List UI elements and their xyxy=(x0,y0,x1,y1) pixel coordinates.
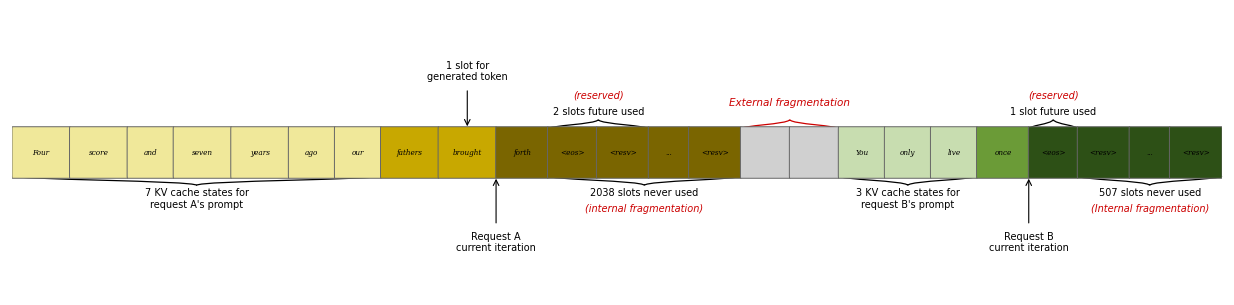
Text: Request B
current iteration: Request B current iteration xyxy=(988,231,1069,253)
FancyBboxPatch shape xyxy=(334,127,381,178)
FancyBboxPatch shape xyxy=(838,127,885,178)
Text: <resv>: <resv> xyxy=(1182,149,1209,156)
FancyBboxPatch shape xyxy=(885,127,932,178)
FancyBboxPatch shape xyxy=(496,127,548,178)
Text: once: once xyxy=(995,149,1012,156)
FancyBboxPatch shape xyxy=(596,127,649,178)
Text: (reserved): (reserved) xyxy=(1028,91,1079,101)
Text: (reserved): (reserved) xyxy=(573,91,623,101)
Text: ...: ... xyxy=(1146,149,1153,156)
FancyBboxPatch shape xyxy=(1170,127,1222,178)
FancyBboxPatch shape xyxy=(1028,127,1079,178)
Text: 507 slots never used: 507 slots never used xyxy=(1098,188,1201,198)
FancyBboxPatch shape xyxy=(127,127,174,178)
Text: External fragmentation: External fragmentation xyxy=(729,98,850,108)
Text: Four: Four xyxy=(32,149,49,156)
Text: seven: seven xyxy=(191,149,213,156)
FancyBboxPatch shape xyxy=(689,127,742,178)
Text: 1 slot future used: 1 slot future used xyxy=(1011,107,1096,117)
FancyBboxPatch shape xyxy=(1077,127,1130,178)
FancyBboxPatch shape xyxy=(976,127,1029,178)
Text: years: years xyxy=(251,149,270,156)
Text: <eos>: <eos> xyxy=(1041,149,1065,156)
Text: <resv>: <resv> xyxy=(608,149,637,156)
FancyBboxPatch shape xyxy=(438,127,496,178)
Text: 2 slots future used: 2 slots future used xyxy=(553,107,644,117)
FancyBboxPatch shape xyxy=(289,127,336,178)
Text: 2038 slots never used: 2038 slots never used xyxy=(590,188,698,198)
Text: live: live xyxy=(948,149,960,156)
Text: (internal fragmentation): (internal fragmentation) xyxy=(585,204,703,214)
Text: our: our xyxy=(352,149,364,156)
Text: score: score xyxy=(89,149,109,156)
Text: 3 KV cache states for
request B's prompt: 3 KV cache states for request B's prompt xyxy=(856,188,960,210)
Text: (Internal fragmentation): (Internal fragmentation) xyxy=(1091,204,1209,214)
FancyBboxPatch shape xyxy=(740,127,790,178)
FancyBboxPatch shape xyxy=(173,127,232,178)
Text: You: You xyxy=(855,149,869,156)
FancyBboxPatch shape xyxy=(69,127,128,178)
FancyBboxPatch shape xyxy=(648,127,690,178)
Text: brought: brought xyxy=(453,149,482,156)
Text: fathers: fathers xyxy=(396,149,423,156)
FancyBboxPatch shape xyxy=(12,127,70,178)
Text: 1 slot for
generated token: 1 slot for generated token xyxy=(427,61,507,82)
FancyBboxPatch shape xyxy=(1129,127,1170,178)
Text: <eos>: <eos> xyxy=(560,149,585,156)
Text: only: only xyxy=(900,149,916,156)
Text: 7 KV cache states for
request A's prompt: 7 KV cache states for request A's prompt xyxy=(144,188,248,210)
FancyBboxPatch shape xyxy=(790,127,839,178)
Text: Request A
current iteration: Request A current iteration xyxy=(457,231,536,253)
FancyBboxPatch shape xyxy=(548,127,597,178)
FancyBboxPatch shape xyxy=(930,127,977,178)
Text: and: and xyxy=(143,149,158,156)
Text: ago: ago xyxy=(305,149,318,156)
FancyBboxPatch shape xyxy=(380,127,439,178)
Text: ...: ... xyxy=(665,149,673,156)
Text: <resv>: <resv> xyxy=(1090,149,1118,156)
FancyBboxPatch shape xyxy=(231,127,289,178)
Text: forth: forth xyxy=(513,149,531,156)
Text: <resv>: <resv> xyxy=(701,149,729,156)
